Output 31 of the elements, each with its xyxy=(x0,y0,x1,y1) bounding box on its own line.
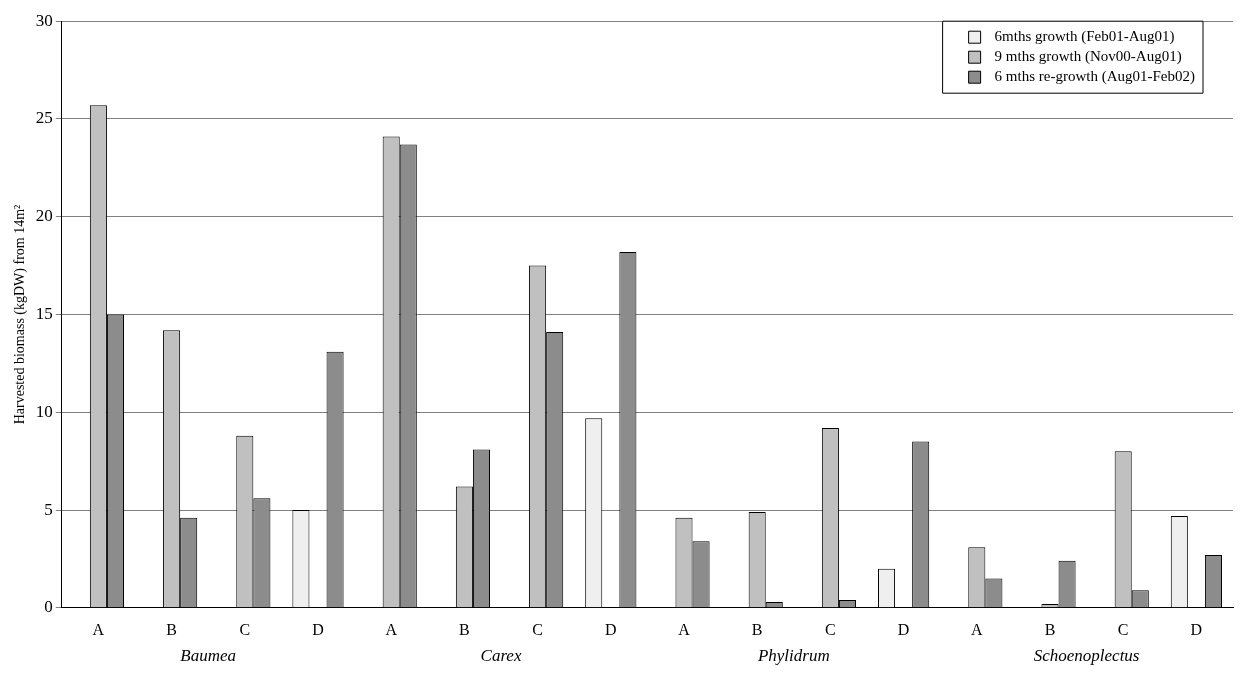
x-tick-label: A xyxy=(678,620,691,638)
text: Phylidrum xyxy=(756,646,830,666)
x-tick-label: C xyxy=(239,620,251,638)
y-tick-label: 5 xyxy=(44,499,53,519)
legend-label: 9 mths growth (Nov00-Aug01) xyxy=(994,48,1182,66)
legend-label: 6 mths re-growth (Aug01-Feb02) xyxy=(994,68,1196,86)
x-tick-label: B xyxy=(459,620,470,638)
x-tick-label: D xyxy=(1190,620,1203,638)
x-tick-label: D xyxy=(312,620,324,638)
x-tick-label: C xyxy=(1117,620,1129,638)
x-tick-label: B xyxy=(751,620,763,638)
x-tick-label: C xyxy=(825,620,836,638)
text: Schoenoplectus xyxy=(1033,646,1140,666)
x-tick-label: D xyxy=(897,620,910,638)
y-tick-label: 20 xyxy=(35,206,53,226)
x-tick-label: B xyxy=(1044,620,1056,638)
x-tick-label: C xyxy=(532,620,543,638)
text: Baumea xyxy=(180,646,237,666)
y-tick-label: 15 xyxy=(35,303,53,323)
legend-label: 6mths growth (Feb01-Aug01) xyxy=(994,28,1175,46)
y-tick-label: 25 xyxy=(35,108,53,128)
y-tick-label: 30 xyxy=(35,10,53,30)
x-tick-label: A xyxy=(92,620,105,638)
x-tick-label: D xyxy=(605,620,617,638)
x-tick-label: A xyxy=(385,620,398,638)
y-tick-label: 0 xyxy=(44,597,53,617)
y-tick-label: 10 xyxy=(35,401,53,421)
text: Carex xyxy=(480,646,522,666)
x-tick-label: B xyxy=(166,620,177,638)
y-axis-title: Harvested biomass (kgDW) from 14m² xyxy=(12,204,29,425)
x-tick-label: A xyxy=(971,620,984,638)
